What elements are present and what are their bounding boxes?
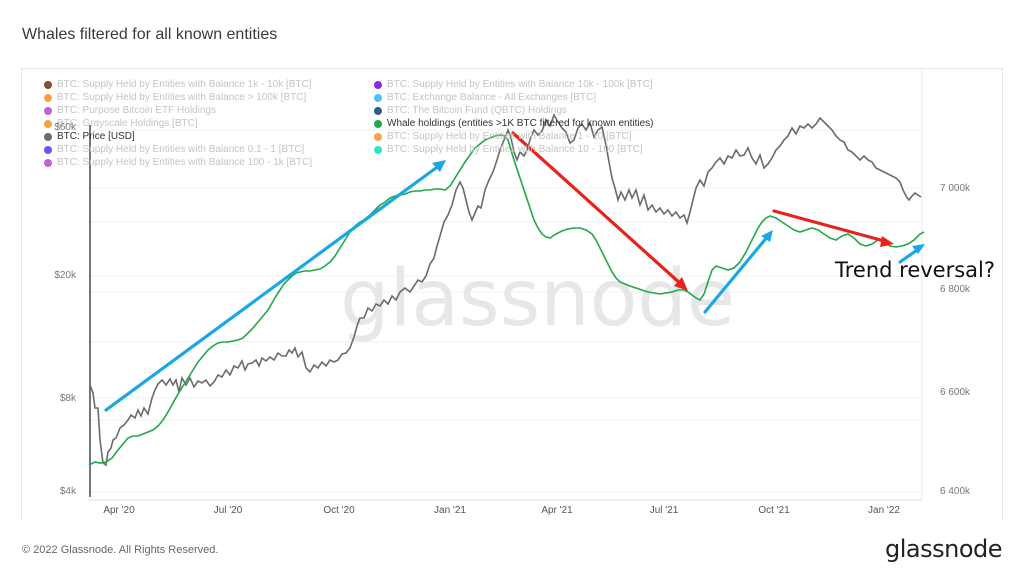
legend-item[interactable]: BTC: Supply Held by Entities with Balanc… xyxy=(44,143,312,156)
x-tick: Jan '21 xyxy=(434,505,466,516)
legend-item[interactable]: BTC: Supply Held by Entities with Balanc… xyxy=(44,156,312,169)
trend-reversal-annotation: Trend reversal? xyxy=(835,258,996,282)
x-tick: Jan '22 xyxy=(868,505,900,516)
x-tick: Apr '21 xyxy=(541,505,573,516)
legend-dot-icon xyxy=(44,80,52,89)
legend-item[interactable]: BTC: Grayscale Holdings [BTC] xyxy=(44,117,312,130)
annotation-arrows xyxy=(104,131,925,412)
y-right-tick: 6 600k xyxy=(940,387,971,398)
whale-holdings-line xyxy=(88,134,925,466)
x-tick: Oct '21 xyxy=(758,505,790,516)
legend-dot-icon xyxy=(44,93,52,102)
y-left-tick: $8k xyxy=(59,393,76,404)
y-right-tick: 6 400k xyxy=(940,486,971,497)
price-line xyxy=(89,113,922,467)
y-left-tick: $4k xyxy=(59,486,76,497)
watermark: glassnode xyxy=(340,254,735,344)
legend-item[interactable]: BTC: The Bitcoin Fund (QBTC) Holdings xyxy=(374,104,654,117)
y-right-tick: 6 800k xyxy=(940,284,971,295)
legend-dot-icon xyxy=(374,119,382,128)
legend-dot-icon xyxy=(374,93,382,102)
legend-left: BTC: Supply Held by Entities with Balanc… xyxy=(44,78,312,169)
chart-frame xyxy=(21,68,1003,519)
legend-dot-icon xyxy=(44,119,52,128)
x-tick: Jul '20 xyxy=(213,505,243,516)
y-right-tick: 7 000k xyxy=(940,183,971,194)
legend-item-whale-holdings[interactable]: Whale holdings (entities >1K BTC filtere… xyxy=(374,117,654,130)
chart-title: Whales filtered for all known entities xyxy=(22,26,278,43)
legend-right: BTC: Supply Held by Entities with Balanc… xyxy=(374,78,654,156)
x-tick: Jul '21 xyxy=(649,505,679,516)
legend-item[interactable]: BTC: Supply Held by Entities with Balanc… xyxy=(44,78,312,91)
legend-item[interactable]: BTC: Supply Held by Entities with Balanc… xyxy=(44,91,312,104)
y-left-tick: $20k xyxy=(54,270,76,281)
legend-item[interactable]: BTC: Supply Held by Entities with Balanc… xyxy=(374,130,654,143)
x-tick: Oct '20 xyxy=(323,505,355,516)
legend-item[interactable]: BTC: Supply Held by Entities with Balanc… xyxy=(374,78,654,91)
legend-item[interactable]: BTC: Purpose Bitcoin ETF Holdings xyxy=(44,104,312,117)
legend-dot-icon xyxy=(44,132,52,141)
legend-dot-icon xyxy=(44,158,52,167)
copyright-footer: © 2022 Glassnode. All Rights Reserved. xyxy=(22,544,219,556)
legend-dot-icon xyxy=(374,132,382,141)
legend-dot-icon xyxy=(44,106,52,115)
legend-dot-icon xyxy=(374,80,382,89)
legend-dot-icon xyxy=(44,145,52,154)
legend-dot-icon xyxy=(374,106,382,115)
y-left-tick: $60k xyxy=(54,122,76,133)
legend-item[interactable]: BTC: Exchange Balance - All Exchanges [B… xyxy=(374,91,654,104)
legend-dot-icon xyxy=(374,145,382,154)
legend-item[interactable]: BTC: Supply Held by Entities with Balanc… xyxy=(374,143,654,156)
x-tick: Apr '20 xyxy=(103,505,135,516)
legend-item-price[interactable]: BTC: Price [USD] xyxy=(44,130,312,143)
glassnode-logo: glassnode xyxy=(884,535,1003,563)
